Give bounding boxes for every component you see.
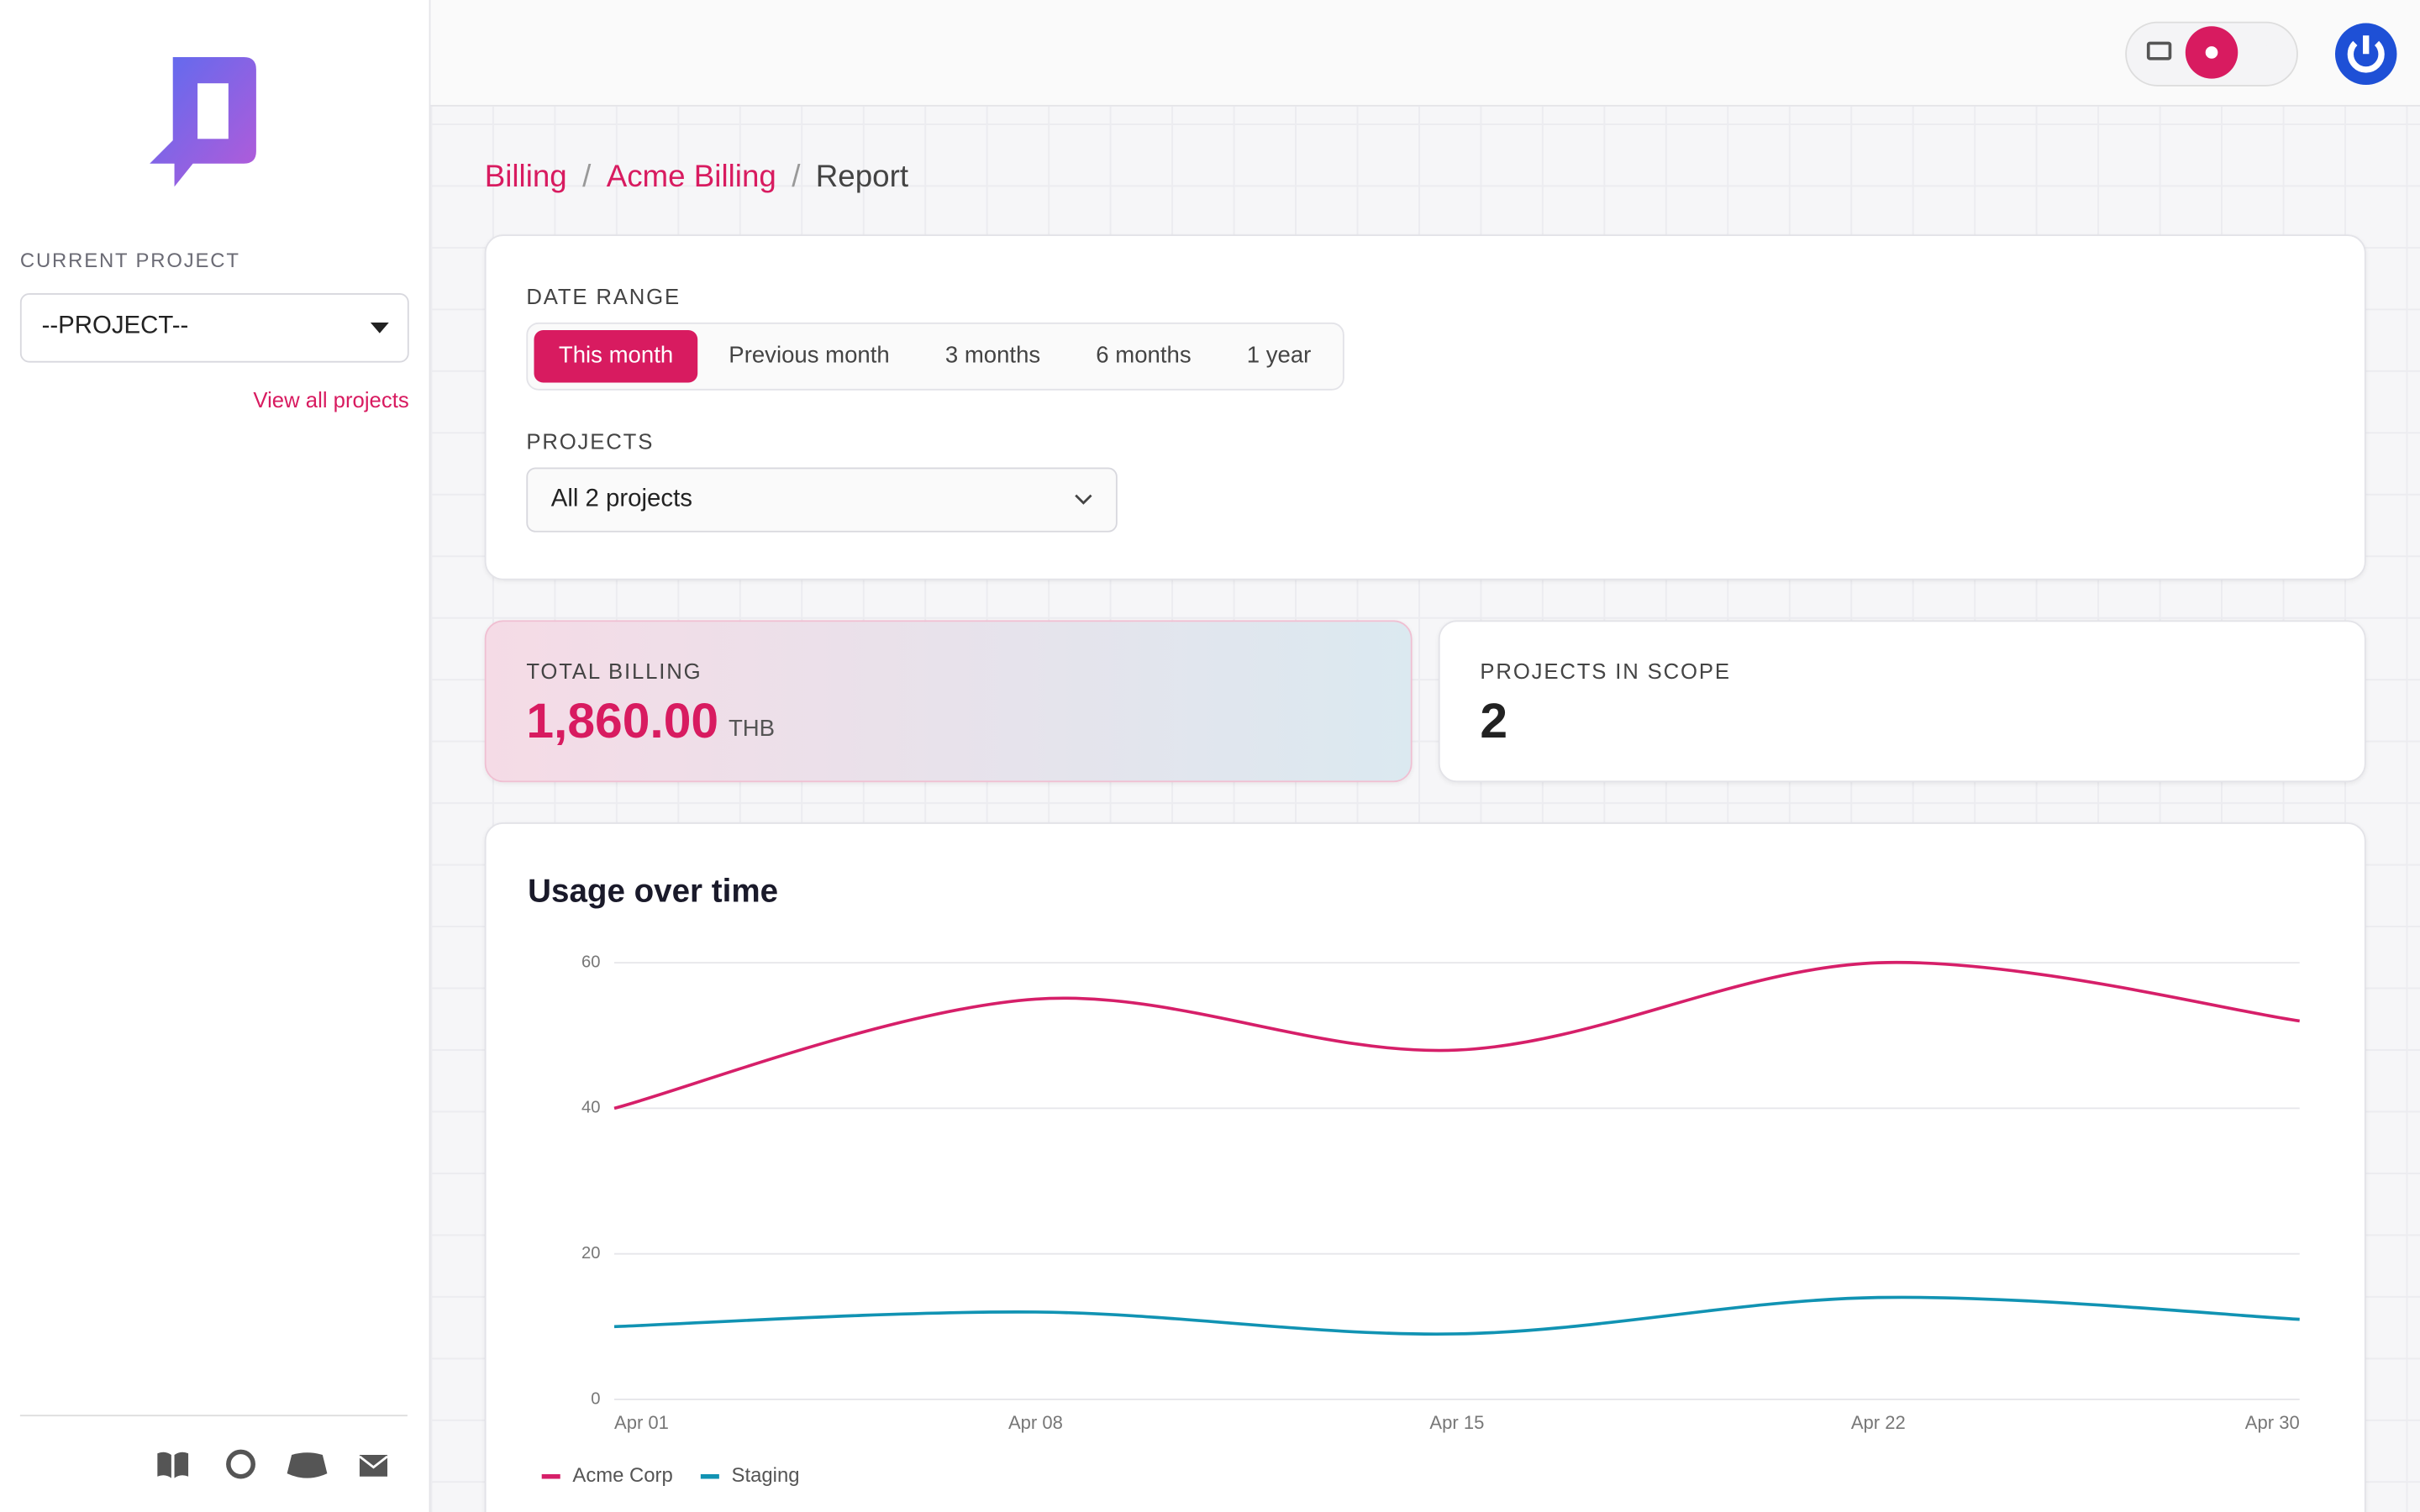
logo	[150, 56, 256, 187]
stat-unit: THB	[728, 716, 776, 743]
project-select-text: --PROJECT--	[41, 312, 189, 340]
x-tick-label: Apr 08	[1008, 1412, 1063, 1433]
docs-icon[interactable]	[157, 1452, 189, 1478]
total-billing-card: TOTAL BILLING 1,860.00 THB	[484, 620, 1413, 783]
filter-card: DATE RANGE This month Previous month 3 mon…	[484, 234, 2366, 580]
chart-card: Usage over time 0 20 40 60 Apr 01 Apr 08 Apr 1…	[484, 822, 2366, 1512]
theme-toggle	[2125, 21, 2298, 87]
x-tick-label: Apr 01	[614, 1412, 669, 1433]
mail-icon[interactable]	[359, 1455, 388, 1477]
legend-label: Staging	[732, 1464, 800, 1487]
line	[613, 960, 2300, 1110]
y-tick-label: 20	[581, 1244, 600, 1263]
github-icon[interactable]	[226, 1449, 255, 1479]
stat-label: TOTAL BILLING	[526, 659, 702, 684]
y-tick-label: 0	[591, 1389, 600, 1408]
date-range-option[interactable]: 1 year	[1246, 342, 1312, 369]
y-tick-label: 60	[581, 953, 600, 971]
y-tick-label: 40	[581, 1099, 600, 1117]
line	[613, 1295, 2300, 1336]
date-range-option[interactable]: 3 months	[944, 342, 1041, 369]
topbar	[430, 0, 2420, 107]
projects-label: PROJECTS	[526, 428, 655, 454]
crumb[interactable]: Acme Billing	[606, 160, 776, 195]
crumb[interactable]: Billing	[484, 160, 567, 195]
projects-select[interactable]: All 2 projects	[526, 467, 1118, 533]
current-project-label: CURRENT PROJECT	[19, 248, 240, 272]
chart-title: Usage over time	[528, 874, 778, 910]
view-all-link[interactable]: View all projects	[253, 387, 409, 412]
dark-theme[interactable]	[2264, 41, 2275, 64]
date-range-option[interactable]: This month	[534, 330, 698, 383]
discord-icon[interactable]	[287, 1452, 328, 1478]
crumb: Report	[815, 160, 909, 195]
stat-label: PROJECTS IN SCOPE	[1480, 659, 1731, 684]
caret	[370, 322, 389, 333]
divider	[19, 1415, 408, 1417]
date-range-options: This month Previous month 3 months 6 months…	[526, 322, 1344, 391]
projects-in-scope-card: PROJECTS IN SCOPE 2	[1438, 620, 2366, 783]
date-range-label: DATE RANGE	[526, 283, 681, 309]
footer-icons	[157, 1449, 388, 1479]
date-range-option[interactable]: 6 months	[1096, 342, 1192, 369]
projects-select-text: All 2 projects	[550, 486, 692, 512]
chart: Usage over time 0 20 40 60 Apr 01 Apr 08 Apr 1…	[528, 874, 2300, 1487]
stat-value: 2	[1480, 692, 1508, 748]
legend-label: Acme Corp	[572, 1464, 672, 1487]
system-theme[interactable]	[2146, 41, 2172, 60]
stat-value: 1,860.00	[526, 692, 719, 748]
user-avatar[interactable]	[2333, 22, 2398, 87]
x-tick-label: Apr 30	[2245, 1412, 2300, 1433]
sidebar: CURRENT PROJECT --PROJECT-- View all pro…	[0, 0, 431, 1512]
date-range-option[interactable]: Previous month	[729, 342, 890, 369]
x-tick-label: Apr 22	[1851, 1412, 1906, 1433]
theme-icons	[2146, 26, 2275, 79]
chevron	[1075, 494, 1092, 505]
breadcrumbs: Billing / Acme Billing / Report	[484, 160, 909, 195]
project-select[interactable]: --PROJECT--	[19, 292, 409, 363]
x-tick-label: Apr 15	[1429, 1412, 1484, 1433]
